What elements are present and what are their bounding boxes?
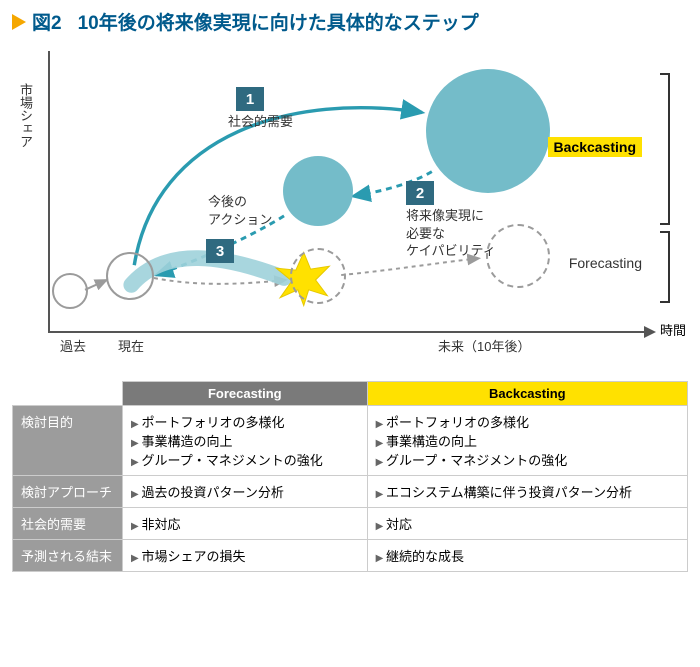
node-future-teal: [426, 69, 550, 193]
node-past: [52, 273, 88, 309]
node-forecast-mid: [290, 248, 346, 304]
node-mid-teal: [283, 156, 353, 226]
row-header: 予測される結末: [13, 540, 123, 572]
y-axis-label: 市場シェア: [16, 83, 35, 148]
table-cell: 対応: [367, 508, 687, 540]
brace-label-backcasting: Backcasting: [548, 137, 642, 157]
x-axis-label: 時間: [660, 320, 686, 339]
figure-number: 図2: [32, 8, 62, 35]
step-2-label: 将来像実現に 必要な ケイパビリティ: [406, 207, 496, 260]
table-cell: ポートフォリオの多様化事業構造の向上グループ・マネジメントの強化: [123, 406, 368, 476]
row-header: 検討アプローチ: [13, 476, 123, 508]
step-1-box: 1: [236, 87, 264, 111]
x-tick-past: 過去: [60, 336, 86, 355]
col-header-forecasting: Forecasting: [123, 382, 368, 406]
row-header: 検討目的: [13, 406, 123, 476]
chart-area: 市場シェア 時間 過去 現在 未来（10年後）: [18, 41, 688, 381]
node-present: [106, 252, 154, 300]
brace-backcasting: [656, 73, 670, 225]
table-cell: 市場シェアの損失: [123, 540, 368, 572]
x-axis-arrowhead-icon: [644, 326, 656, 338]
figure-title-row: 図2 10年後の将来像実現に向けた具体的なステップ: [12, 8, 688, 35]
figure-title: 10年後の将来像実現に向けた具体的なステップ: [78, 8, 479, 35]
x-tick-future: 未来（10年後）: [438, 336, 530, 355]
y-axis: [48, 51, 50, 333]
table-corner: [13, 382, 123, 406]
comparison-table: Forecasting Backcasting 検討目的ポートフォリオの多様化事…: [12, 381, 688, 572]
step-2-box: 2: [406, 181, 434, 205]
table-cell: 過去の投資パターン分析: [123, 476, 368, 508]
table-cell: ポートフォリオの多様化事業構造の向上グループ・マネジメントの強化: [367, 406, 687, 476]
col-header-backcasting: Backcasting: [367, 382, 687, 406]
brace-label-forecasting: Forecasting: [569, 255, 642, 271]
brace-forecasting: [656, 231, 670, 303]
step-3-label: 今後の アクション: [208, 193, 272, 228]
x-axis: [48, 331, 648, 333]
table-body: 検討目的ポートフォリオの多様化事業構造の向上グループ・マネジメントの強化ポートフ…: [13, 406, 688, 572]
table-cell: 継続的な成長: [367, 540, 687, 572]
step-3-box: 3: [206, 239, 234, 263]
x-tick-present: 現在: [118, 336, 144, 355]
chart-arrows-svg: [18, 41, 688, 381]
table-cell: エコシステム構築に伴う投資パターン分析: [367, 476, 687, 508]
table-cell: 非対応: [123, 508, 368, 540]
step-1-label: 社会的需要: [228, 113, 293, 131]
row-header: 社会的需要: [13, 508, 123, 540]
title-triangle-icon: [12, 14, 26, 30]
